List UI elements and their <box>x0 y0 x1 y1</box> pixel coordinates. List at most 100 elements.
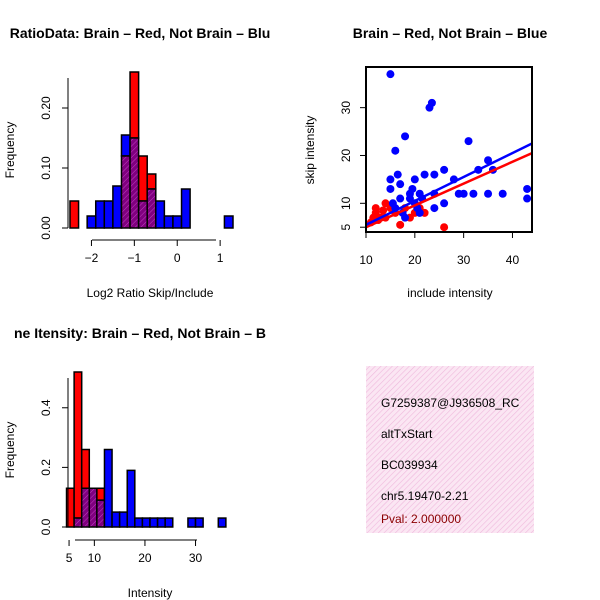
intensity-blue-bar <box>118 511 128 528</box>
scatter-point-blue <box>386 184 395 193</box>
intensity-histogram-bars <box>65 371 227 528</box>
ratio-histogram-title: RatioData: Brain – Red, Not Brain – Blu <box>10 25 271 41</box>
intensity-blue-bar <box>156 517 166 528</box>
scatter-point-blue <box>469 189 478 198</box>
ratio-blue-bar <box>163 215 174 229</box>
intensity-blue-bar <box>141 517 151 528</box>
scatter-frame <box>365 66 533 233</box>
scatter-y-tick-label: 5 <box>339 224 353 231</box>
scatter-point-red <box>371 204 380 213</box>
scatter-point-red <box>379 206 388 215</box>
ratio-blue-bar <box>155 200 166 229</box>
scatter-point-blue <box>440 199 449 208</box>
ratio-y-tick-label: 0.20 <box>39 96 53 120</box>
info-event-type: altTxStart <box>381 427 433 441</box>
scatter-x-tick-label: 20 <box>408 253 422 267</box>
intensity-red-bar <box>96 487 106 501</box>
intensity-blue-bar <box>134 517 144 528</box>
scatter-point-blue <box>420 170 429 179</box>
intensity-blue-bar <box>187 517 197 528</box>
scatter-point-blue <box>386 175 395 184</box>
ratio-overlap-bar <box>120 155 131 229</box>
ratio-x-tick-label: −2 <box>85 251 99 265</box>
ratio-x-tick-label: 0 <box>174 251 181 265</box>
scatter-point-blue <box>459 189 468 198</box>
intensity-blue-bar <box>111 511 121 528</box>
intensity-red-bar <box>73 371 83 519</box>
ratio-blue-bar <box>86 215 97 229</box>
info-box-background <box>366 366 534 533</box>
scatter-point-blue <box>440 165 449 174</box>
ratio-overlap-bar <box>137 200 148 229</box>
scatter-point-blue <box>408 184 417 193</box>
intensity-x-tick-label: 5 <box>66 551 73 565</box>
intensity-blue-bar <box>194 517 204 528</box>
scatter-point-blue <box>410 175 419 184</box>
ratio-red-bar <box>129 71 140 139</box>
scatter-fit-blue <box>366 142 532 226</box>
intensity-blue-bar <box>103 448 113 528</box>
ratio-blue-bar <box>120 134 131 157</box>
intensity-blue-bar <box>217 517 227 528</box>
ratio-overlap-bar <box>129 137 140 229</box>
ratio-blue-bar <box>112 185 123 229</box>
scatter-point-blue <box>430 204 439 213</box>
intensity-scatter: Brain – Red, Not Brain – Blue 10 20 30 4051… <box>303 25 547 300</box>
scatter-point-blue <box>401 132 410 141</box>
intensity-y-label: Frequency <box>3 422 17 479</box>
scatter-point-blue <box>396 194 405 203</box>
info-accession: BC039934 <box>381 458 438 472</box>
scatter-point-blue <box>484 156 493 165</box>
scatter-point-red <box>440 223 449 232</box>
info-box: G7259387@J936508_RC altTxStart BC039934 … <box>366 366 534 533</box>
ratio-blue-bar <box>172 215 183 229</box>
ratio-y-label: Frequency <box>3 122 17 179</box>
scatter-point-blue <box>386 70 395 79</box>
scatter-y-label: skip intensity <box>303 116 317 185</box>
ratio-red-bar <box>137 155 148 202</box>
scatter-point-blue <box>393 170 402 179</box>
scatter-y-tick-label: 30 <box>339 101 353 115</box>
ratio-blue-bar <box>94 200 106 229</box>
ratio-histogram-bars <box>69 71 234 229</box>
ratio-blue-bar <box>103 200 114 229</box>
ratio-overlap-bar <box>146 188 157 229</box>
info-location: chr5.19470-2.21 <box>381 489 469 503</box>
ratio-histogram: RatioData: Brain – Red, Not Brain – Blu … <box>3 25 270 300</box>
scatter-point-blue <box>427 98 436 107</box>
ratio-x-tick-label: 1 <box>217 251 224 265</box>
scatter-point-blue <box>523 194 532 203</box>
intensity-overlap-bar <box>88 487 98 528</box>
intensity-x-label: Intensity <box>128 586 173 600</box>
intensity-x-tick-label: 30 <box>189 551 203 565</box>
ratio-y-tick-label: 0.10 <box>39 156 53 180</box>
intensity-histogram: ne Itensity: Brain – Red, Not Brain – B … <box>3 325 266 600</box>
scatter-fit-red <box>366 151 532 229</box>
intensity-y-tick-label: 0.2 <box>39 459 53 476</box>
ratio-ticks: −2 −1 0 1 0.00 0.10 0.20 <box>39 96 224 265</box>
scatter-point-blue <box>464 137 473 146</box>
scatter-point-blue <box>430 170 439 179</box>
intensity-y-tick-label: 0.0 <box>39 518 53 535</box>
intensity-blue-bar <box>149 517 159 528</box>
intensity-x-tick-label: 10 <box>88 551 102 565</box>
intensity-y-tick-label: 0.4 <box>39 399 53 416</box>
scatter-y-tick-label: 10 <box>339 196 353 210</box>
intensity-overlap-bar <box>80 487 91 528</box>
intensity-blue-bar <box>126 469 136 528</box>
ratio-red-bar <box>69 200 80 229</box>
scatter-point-blue <box>484 189 493 198</box>
scatter-y-tick-label: 20 <box>339 148 353 162</box>
intensity-blue-bar <box>164 517 174 528</box>
scatter-points <box>366 70 532 232</box>
scatter-fit-lines <box>366 142 532 229</box>
ratio-x-label: Log2 Ratio Skip/Include <box>87 286 214 300</box>
scatter-ticks: 10 20 30 40 5 10 20 30 <box>339 101 519 267</box>
ratio-blue-bar <box>223 215 234 229</box>
scatter-point-blue <box>523 184 532 193</box>
scatter-point-blue <box>498 189 507 198</box>
scatter-point-red <box>381 199 390 208</box>
ratio-red-bar <box>146 173 157 190</box>
info-gene-id: G7259387@J936508_RC <box>381 396 520 410</box>
